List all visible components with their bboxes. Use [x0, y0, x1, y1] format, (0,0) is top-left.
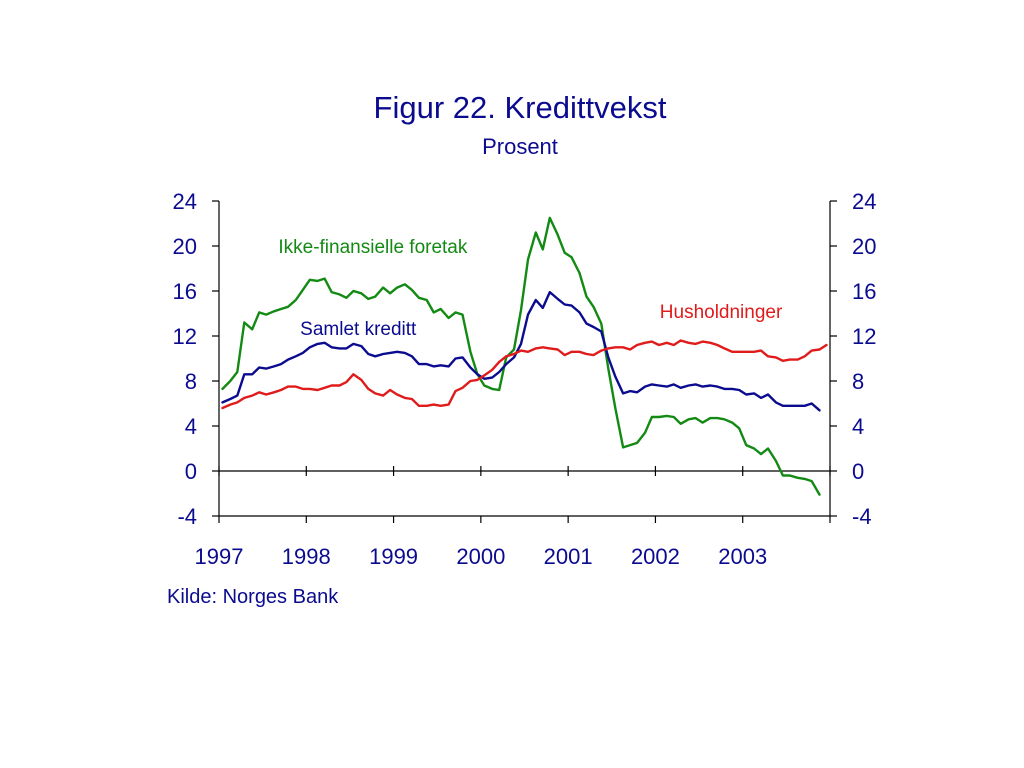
- y-tick-label-right: -4: [852, 504, 872, 529]
- y-tick-label-left: 12: [173, 324, 197, 349]
- y-tick-label-left: 0: [185, 459, 197, 484]
- series-line-1: [221, 290, 821, 412]
- y-tick-label-right: 12: [852, 324, 876, 349]
- chart-title: Figur 22. Kredittvekst: [373, 90, 667, 125]
- chart-axes: -4 -4 0 0 4 4 8 8 12 12 16 16 20 20 24 24 1997 1998 1999 20…: [173, 189, 877, 569]
- y-tick-label-right: 16: [852, 279, 876, 304]
- series-label-0: Ikke-finansielle foretak: [278, 237, 468, 258]
- y-tick-label-left: 24: [173, 189, 197, 214]
- y-tick-label-left: 4: [185, 414, 197, 439]
- y-tick-label-left: 16: [173, 279, 197, 304]
- chart-subtitle: Prosent: [482, 134, 558, 159]
- y-tick-label-right: 4: [852, 414, 864, 439]
- x-tick-label: 1998: [282, 544, 331, 569]
- x-tick-label: 2002: [631, 544, 680, 569]
- x-tick-label: 2003: [718, 544, 767, 569]
- series-label-2: Husholdninger: [660, 302, 783, 323]
- y-tick-label-right: 24: [852, 189, 876, 214]
- chart-series-labels: Ikke-finansielle foretak Samlet kreditt Hu…: [278, 237, 783, 340]
- x-tick-label: 1997: [195, 544, 244, 569]
- series-label-1: Samlet kreditt: [300, 319, 417, 340]
- source-note: Kilde: Norges Bank: [167, 586, 339, 608]
- y-tick-label-left: 20: [173, 234, 197, 259]
- series-line-0: [221, 216, 821, 496]
- y-tick-label-right: 8: [852, 369, 864, 394]
- y-tick-label-left: -4: [177, 504, 197, 529]
- x-tick-label: 2000: [456, 544, 505, 569]
- series-line-2: [221, 339, 828, 410]
- y-tick-label-right: 20: [852, 234, 876, 259]
- x-tick-label: 2001: [544, 544, 593, 569]
- y-tick-label-right: 0: [852, 459, 864, 484]
- x-tick-label: 1999: [369, 544, 418, 569]
- y-tick-label-left: 8: [185, 369, 197, 394]
- chart-series: [221, 216, 828, 496]
